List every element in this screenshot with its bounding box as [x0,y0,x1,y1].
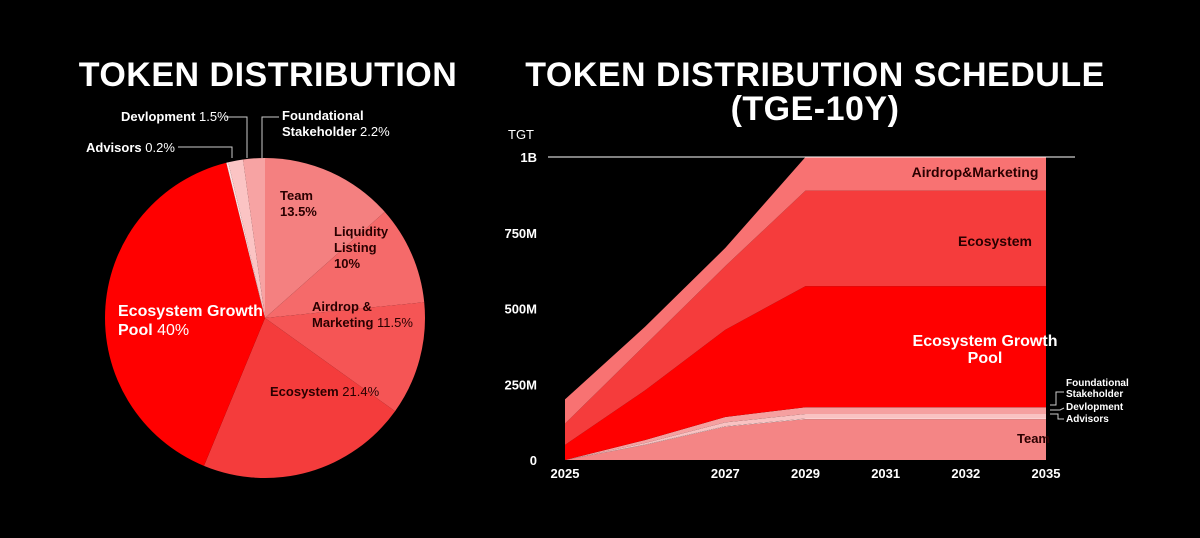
leader-line [178,146,233,158]
pie-slice [105,162,265,466]
series-label: Ecosystem [958,233,1032,249]
value-label: 1.5% [199,109,229,124]
pie-slice [265,302,425,412]
leader-line [1050,391,1064,406]
area [565,286,1046,460]
value-label: 21.4% [342,384,380,399]
series-label: Advisors [1066,414,1109,425]
chart-title: TOKEN DISTRIBUTION SCHEDULE (TGE-10Y) [525,56,1105,128]
value-label: 11.5% [377,315,413,330]
pie-slice [265,211,425,318]
slice-label: Ecosystem 21.4% [270,384,400,400]
series-label: Airdrop&Marketing [911,164,1039,180]
value-label: 2.2% [360,124,390,139]
value-label: 13.5% [280,204,317,219]
area [565,157,1046,424]
series-label: Team [1017,431,1050,446]
slice-label: Foundational Stakeholder 2.2% [282,108,402,140]
x-tick-label: 2031 [871,466,900,481]
value-label: 0.2% [145,140,175,155]
y-tick-label: 250M [504,377,537,392]
y-tick-label: 750M [504,226,537,241]
series-label: Devlopment [1066,402,1124,413]
y-tick-label: 1B [520,150,537,165]
pie-slice [243,158,265,318]
category-label: Advisors [86,140,142,155]
y-tick-label: 0 [530,453,537,468]
pie-slice [228,159,265,318]
x-tick-label: 2029 [791,466,820,481]
slice-label: Team 13.5% [280,188,340,220]
slice-label: Devlopment 1.5% [121,109,241,125]
y-tick-label: 500M [504,302,537,317]
leader-line [226,116,248,158]
area [565,407,1046,460]
value-label: 40% [157,322,190,339]
slice-label: Ecosystem Growth Pool 40% [118,302,268,340]
area [565,419,1046,460]
x-tick-label: 2027 [711,466,740,481]
pie-slice [226,162,265,318]
leader-line [1050,407,1065,411]
area [565,190,1046,445]
series-label: Ecosystem Growth Pool [912,333,1058,367]
leader-line [1050,413,1064,420]
chart-title: TOKEN DISTRIBUTION [78,56,458,94]
x-tick-label: 2032 [951,466,980,481]
slice-label: Liquidity Listing 10% [334,224,404,272]
category-label: Devlopment [121,109,196,124]
series-label: Foundational Stakeholder [1066,378,1129,400]
category-label: Foundational Stakeholder [282,108,364,139]
category-label: Ecosystem Growth Pool [118,303,263,339]
x-tick-label: 2025 [551,466,580,481]
pie-slice [265,158,385,318]
category-label: Liquidity Listing [334,224,389,255]
slice-label: Airdrop & Marketing 11.5% [312,299,428,331]
leader-line [261,116,279,158]
value-label: 10% [334,256,361,271]
pie-slice [203,318,396,478]
category-label: Team [280,188,313,203]
category-label: Ecosystem [270,384,339,399]
y-axis-label: TGT [508,127,534,142]
x-tick-label: 2035 [1032,466,1061,481]
category-label: Airdrop & Marketing [312,299,374,330]
slice-label: Advisors 0.2% [86,140,186,156]
